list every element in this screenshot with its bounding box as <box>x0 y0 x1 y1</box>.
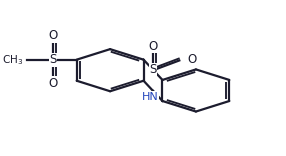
Text: S: S <box>49 53 57 66</box>
Text: S: S <box>149 63 157 76</box>
Text: O: O <box>148 40 158 53</box>
Text: CH$_3$: CH$_3$ <box>2 53 23 67</box>
Text: O: O <box>49 29 58 42</box>
Text: HN: HN <box>142 92 158 102</box>
Text: O: O <box>49 77 58 90</box>
Text: O: O <box>187 53 196 66</box>
